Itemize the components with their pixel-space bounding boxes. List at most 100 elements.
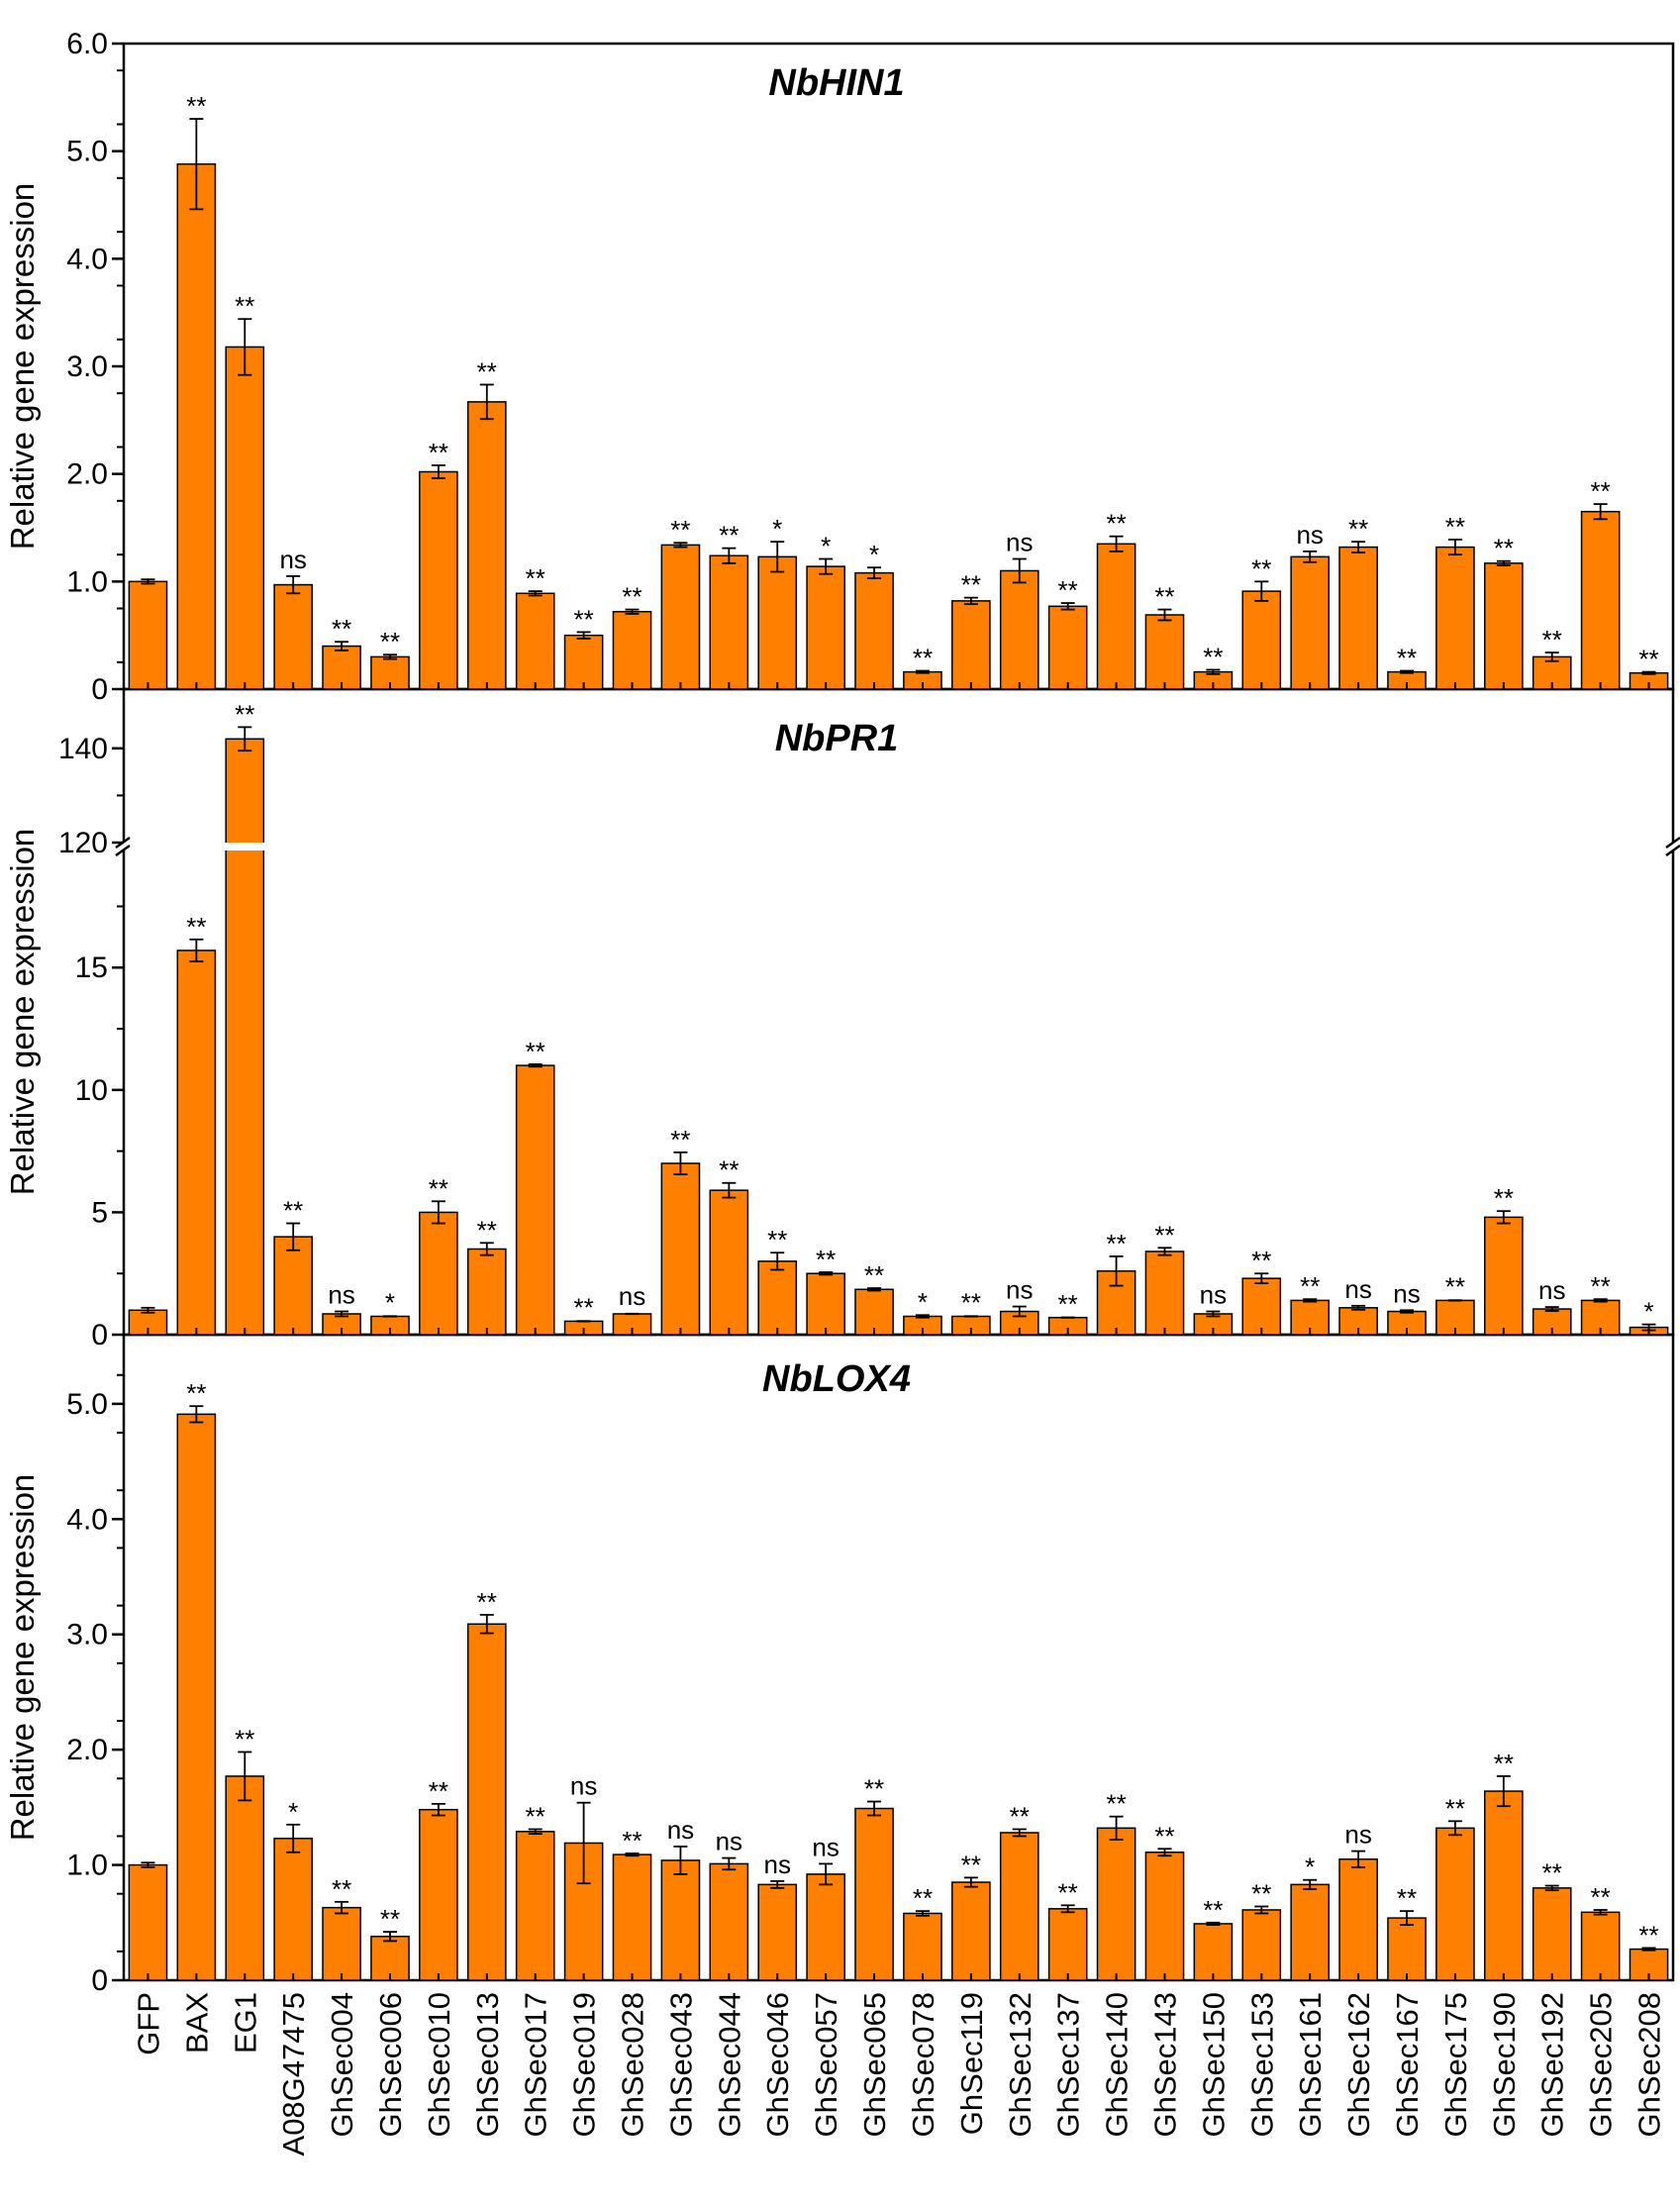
bar bbox=[1047, 605, 1088, 690]
significance-label: ** bbox=[1010, 1801, 1030, 1831]
chart-marks: 01.02.03.04.05.06.0****ns** *************… bbox=[58, 28, 1669, 2155]
y-tick-label: 4.0 bbox=[66, 1503, 108, 1536]
bar bbox=[1144, 1852, 1185, 1981]
bar bbox=[660, 544, 701, 690]
category-label: GhSec192 bbox=[1535, 1992, 1570, 2138]
significance-label: ** bbox=[235, 699, 254, 729]
bar bbox=[419, 470, 458, 690]
significance-label: ** bbox=[1494, 1183, 1514, 1213]
category-label: GhSec143 bbox=[1147, 1992, 1182, 2138]
significance-label: ** bbox=[1154, 582, 1174, 612]
significance-label: ** bbox=[477, 1587, 497, 1617]
significance-label: ** bbox=[1494, 534, 1514, 563]
significance-label: ns bbox=[1344, 1820, 1371, 1850]
category-label: GhSec137 bbox=[1051, 1992, 1086, 2138]
category-label: GhSec017 bbox=[519, 1992, 553, 2138]
significance-label: ** bbox=[1397, 644, 1417, 673]
significance-label: ** bbox=[1154, 1821, 1174, 1851]
significance-label: ns bbox=[1538, 1275, 1565, 1305]
category-label: GhSec010 bbox=[422, 1992, 456, 2138]
category-label: GhSec046 bbox=[760, 1992, 795, 2138]
significance-label: ** bbox=[1300, 1271, 1320, 1301]
bar bbox=[951, 1881, 991, 1981]
significance-label: ** bbox=[1638, 645, 1658, 674]
significance-label: ** bbox=[719, 1155, 739, 1185]
category-label: GhSec004 bbox=[325, 1992, 359, 2138]
y-tick-label: 120 bbox=[58, 827, 108, 859]
axis-break-slash bbox=[1665, 844, 1680, 857]
y-tick-label: 6.0 bbox=[66, 28, 108, 60]
significance-label: * bbox=[772, 514, 782, 544]
significance-label: ** bbox=[573, 604, 593, 634]
significance-label: ** bbox=[1445, 1272, 1465, 1302]
bar bbox=[1144, 1251, 1185, 1336]
y-tick-label: 3.0 bbox=[66, 1619, 108, 1652]
significance-label: ns bbox=[1200, 1280, 1227, 1310]
significance-label: ** bbox=[1348, 514, 1368, 544]
significance-label: ** bbox=[767, 1225, 787, 1254]
significance-label: ** bbox=[1154, 1220, 1174, 1250]
bar bbox=[1193, 1923, 1234, 1981]
category-label: GhSec013 bbox=[470, 1992, 505, 2138]
significance-label: ** bbox=[1591, 1271, 1611, 1301]
bar bbox=[466, 1248, 507, 1336]
bar bbox=[273, 1236, 313, 1336]
significance-label: ** bbox=[1203, 1895, 1223, 1925]
category-label: GhSec078 bbox=[906, 1992, 940, 2138]
category-label: EG1 bbox=[228, 1992, 262, 2054]
category-label: GhSec167 bbox=[1390, 1992, 1425, 2138]
bar bbox=[128, 1863, 168, 1981]
bar bbox=[612, 611, 652, 690]
y-tick-label: 0 bbox=[91, 1319, 108, 1352]
significance-label: ns bbox=[716, 1827, 742, 1856]
bar bbox=[709, 1189, 749, 1336]
bar bbox=[515, 592, 555, 690]
significance-label: ns bbox=[570, 1771, 597, 1801]
bar bbox=[1580, 1911, 1621, 1981]
y-tick-label: 5 bbox=[91, 1196, 108, 1229]
bar bbox=[806, 1272, 845, 1336]
category-label: GhSec043 bbox=[663, 1992, 698, 2138]
category-label: GhSec065 bbox=[857, 1992, 892, 2138]
category-label: GhSec208 bbox=[1632, 1992, 1667, 2138]
panel-1-ylabel: Relative gene expression bbox=[4, 183, 41, 551]
panel-2-ylabel: Relative gene expression bbox=[4, 829, 41, 1196]
panel-2-title: NbPR1 bbox=[775, 718, 899, 759]
significance-label: ** bbox=[1445, 1793, 1465, 1823]
significance-label: ** bbox=[380, 627, 400, 656]
bar bbox=[806, 1873, 845, 1981]
significance-label: ** bbox=[1638, 1920, 1658, 1950]
category-label: GhSec150 bbox=[1196, 1992, 1231, 2138]
category-label: GhSec161 bbox=[1293, 1992, 1328, 2138]
significance-label: ** bbox=[283, 1196, 303, 1226]
significance-label: ** bbox=[1591, 476, 1611, 506]
axis-break-slash bbox=[1665, 836, 1680, 850]
category-label: GhSec119 bbox=[954, 1992, 989, 2135]
significance-label: ns bbox=[667, 1815, 694, 1845]
bar bbox=[1290, 1883, 1331, 1981]
significance-label: ** bbox=[380, 1904, 400, 1934]
significance-label: ns bbox=[279, 545, 306, 574]
significance-label: * bbox=[869, 540, 879, 569]
significance-label: ** bbox=[1058, 1877, 1078, 1907]
bar bbox=[419, 1211, 458, 1336]
significance-label: ** bbox=[186, 912, 206, 942]
bar bbox=[1290, 555, 1331, 690]
significance-label: ** bbox=[477, 356, 497, 386]
bar bbox=[1484, 562, 1524, 690]
panel-3-frame bbox=[122, 1333, 1675, 1982]
significance-label: ** bbox=[864, 1260, 884, 1290]
significance-label: ** bbox=[1397, 1883, 1417, 1913]
bar bbox=[1435, 1827, 1475, 1981]
bar bbox=[757, 1883, 798, 1981]
category-label: GhSec175 bbox=[1438, 1992, 1473, 2138]
significance-label: ** bbox=[670, 515, 690, 545]
bar bbox=[1096, 1827, 1136, 1981]
bar bbox=[322, 645, 361, 690]
panel-3-title: NbLOX4 bbox=[762, 1358, 911, 1400]
y-tick-label: 2.0 bbox=[66, 458, 108, 491]
bar bbox=[903, 1912, 942, 1981]
y-tick-label: 140 bbox=[58, 733, 108, 765]
bar bbox=[176, 950, 217, 1336]
